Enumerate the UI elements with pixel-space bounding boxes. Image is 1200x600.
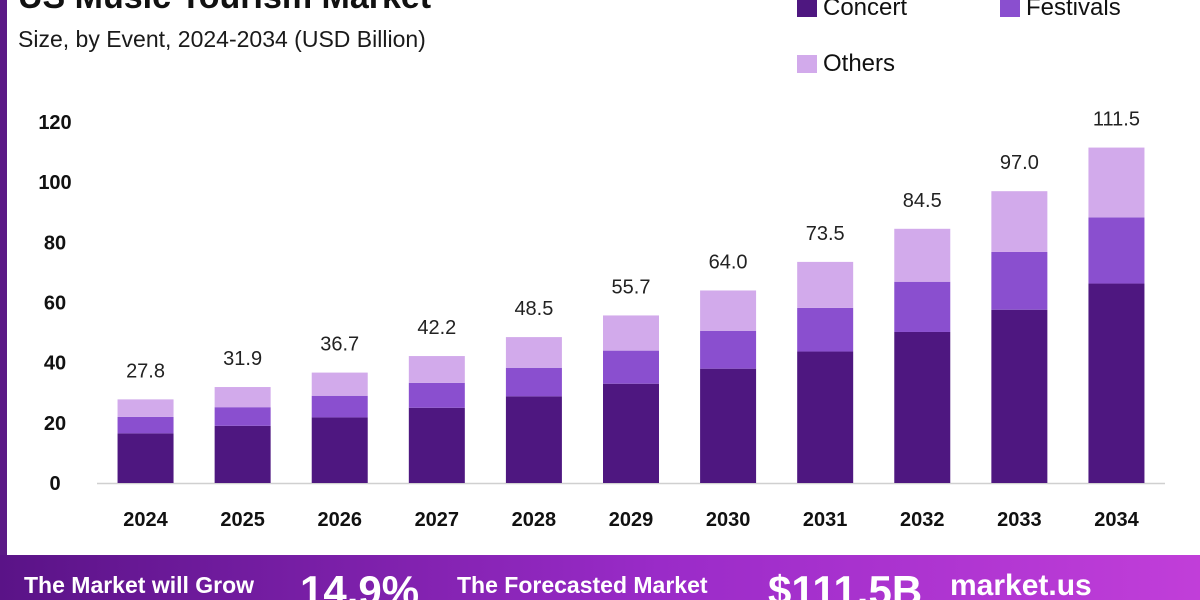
legend-label-concert: Concert — [823, 0, 908, 21]
legend-label-others: Others — [823, 50, 896, 77]
chart-subtitle: Size, by Event, 2024-2034 (USD Billion) — [18, 26, 426, 52]
total-value-label: 73.5 — [806, 223, 845, 245]
bar-segment-others — [408, 356, 465, 383]
legend-item-concert: Concert — [797, 0, 907, 22]
bar-segment-others — [311, 372, 368, 396]
bar-segment-concert — [894, 331, 951, 483]
bar-segment-others — [117, 399, 174, 417]
bar-segment-others — [1088, 147, 1145, 218]
x-tick-label: 2028 — [512, 509, 557, 531]
footer-forecast-value: $111.5B — [768, 567, 923, 600]
x-tick-label: 2027 — [415, 509, 460, 531]
frame-accent-bar — [0, 0, 7, 560]
legend-swatch-concert — [797, 0, 817, 17]
y-tick-label: 40 — [44, 353, 66, 375]
bar-segment-concert — [700, 368, 757, 483]
bar-segment-others — [797, 261, 854, 308]
bar-segment-others — [700, 290, 757, 331]
bar-segment-festivals — [117, 416, 174, 434]
footer-logo: market.us — [950, 569, 1092, 600]
bar-segment-festivals — [894, 281, 951, 332]
x-tick-label: 2033 — [997, 509, 1042, 531]
bar-segment-festivals — [991, 251, 1048, 310]
bar-segment-others — [894, 228, 951, 282]
y-tick-label: 80 — [44, 232, 66, 254]
bar-segment-concert — [1088, 283, 1145, 483]
bar-segment-concert — [311, 417, 368, 483]
bar-segment-others — [505, 337, 562, 368]
bar-segment-festivals — [797, 307, 854, 352]
legend-swatch-festivals — [1000, 0, 1020, 17]
total-value-label: 48.5 — [514, 298, 553, 320]
bar-segment-festivals — [408, 382, 465, 408]
bar-segment-festivals — [311, 395, 368, 418]
x-tick-label: 2034 — [1094, 509, 1139, 531]
bar-segment-concert — [603, 383, 659, 483]
x-tick-label: 2032 — [900, 509, 945, 531]
y-tick-label: 120 — [38, 112, 71, 134]
x-tick-label: 2024 — [123, 509, 168, 531]
bar-segment-festivals — [603, 350, 659, 384]
chart-title: US Music Tourism Market — [18, 0, 431, 17]
footer-growth-value: 14.9% — [300, 567, 420, 600]
legend-item-others: Others — [797, 50, 895, 78]
stacked-bar-chart: 0 20 40 60 80 100 120 27.8 2024 31.9 2025 36.7 2026 4… — [38, 109, 1165, 531]
footer-growth-text: The Market will Grow — [24, 572, 255, 598]
x-tick-label: 2031 — [803, 509, 848, 531]
x-tick-label: 2026 — [317, 509, 362, 531]
total-value-label: 64.0 — [709, 251, 748, 273]
bar-segment-concert — [797, 351, 854, 483]
bar-segment-concert — [117, 433, 174, 483]
total-value-label: 31.9 — [223, 348, 262, 370]
bar-segment-concert — [505, 396, 562, 483]
bar-segment-others — [214, 387, 271, 408]
x-tick-label: 2030 — [706, 509, 751, 531]
footer-forecast-text: The Forecasted Market — [457, 572, 708, 598]
total-value-label: 36.7 — [320, 334, 359, 356]
total-value-label: 55.7 — [612, 276, 651, 298]
total-value-label: 27.8 — [126, 360, 165, 382]
legend-swatch-others — [797, 55, 817, 73]
bar-segment-concert — [408, 407, 465, 483]
x-tick-label: 2025 — [220, 509, 265, 531]
footer-banner: The Market will Grow 14.9% The Forecaste… — [0, 555, 1200, 600]
total-value-label: 84.5 — [903, 190, 942, 212]
bar-segment-others — [991, 191, 1048, 252]
y-tick-label: 100 — [38, 172, 71, 194]
legend-item-festivals: Festivals — [1000, 0, 1121, 22]
bar-segment-others — [603, 315, 659, 351]
bar-segment-concert — [991, 309, 1048, 483]
total-value-label: 111.5 — [1093, 109, 1140, 131]
bar-segment-festivals — [214, 407, 271, 426]
bar-segment-festivals — [505, 367, 562, 397]
total-value-label: 42.2 — [417, 317, 456, 339]
y-tick-label: 20 — [44, 413, 66, 435]
y-tick-label: 0 — [49, 473, 60, 495]
legend-label-festivals: Festivals — [1026, 0, 1121, 21]
bar-segment-festivals — [700, 330, 757, 369]
bar-segment-concert — [214, 425, 271, 483]
total-value-label: 97.0 — [1000, 152, 1039, 174]
bar-segment-festivals — [1088, 217, 1145, 284]
x-tick-label: 2029 — [609, 509, 654, 531]
y-tick-label: 60 — [44, 293, 66, 315]
